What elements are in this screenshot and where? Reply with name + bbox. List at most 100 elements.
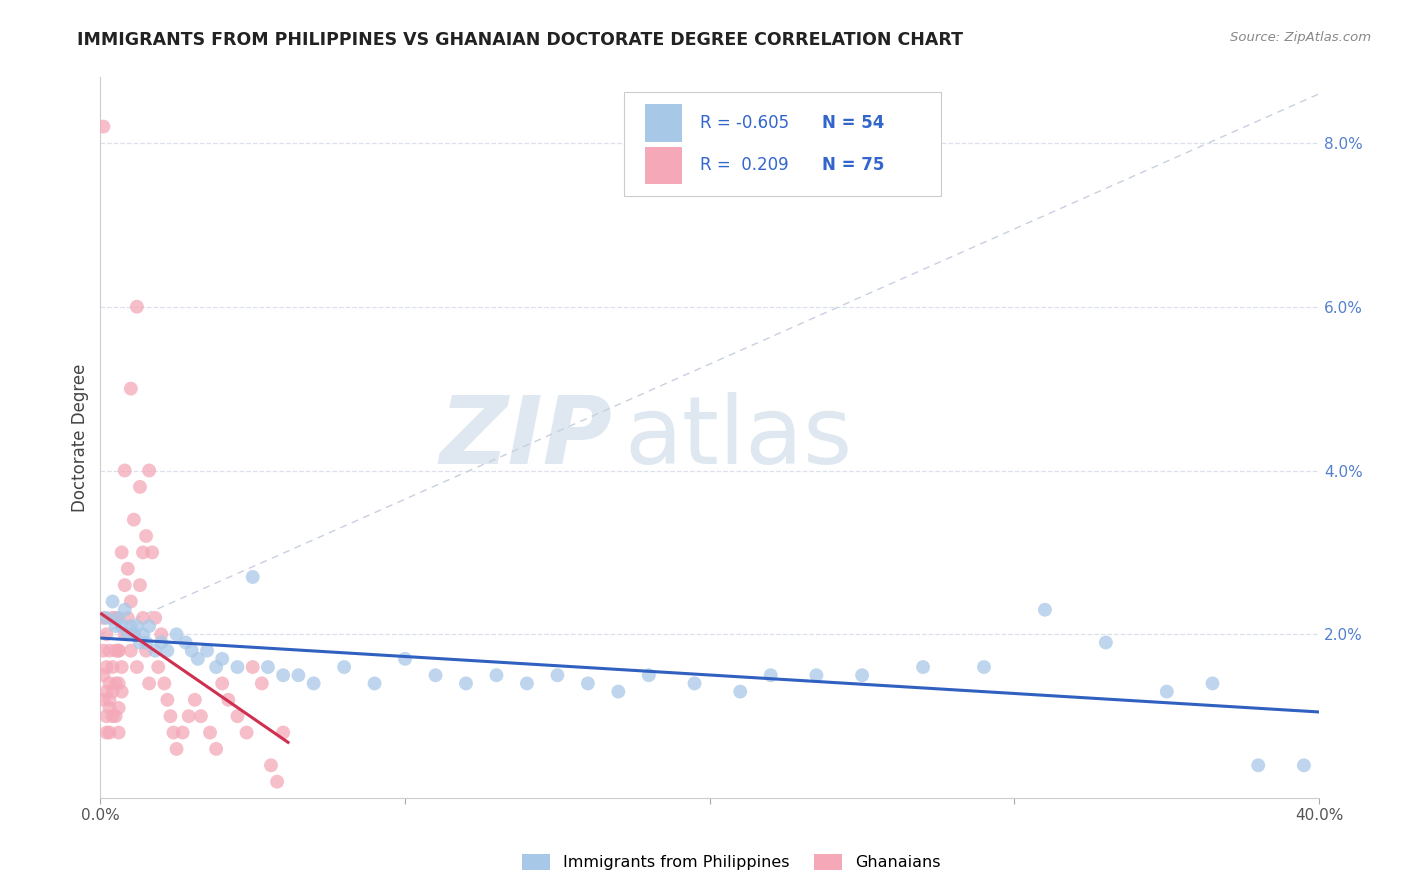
Point (143, 643, 166, 657)
Point (973, 660, 995, 674)
Point (120, 619, 142, 633)
Point (287, 668, 309, 682)
Point (851, 668, 873, 682)
Text: Source: ZipAtlas.com: Source: ZipAtlas.com (1230, 31, 1371, 45)
Point (174, 635, 197, 649)
Point (1156, 684, 1178, 698)
Point (205, 742, 228, 756)
Point (96, 611, 118, 625)
Point (96, 684, 118, 698)
FancyBboxPatch shape (624, 92, 942, 196)
Point (150, 627, 173, 641)
Point (101, 709, 124, 723)
Point (260, 758, 283, 772)
Point (104, 643, 127, 657)
Point (806, 668, 828, 682)
Point (156, 693, 179, 707)
Point (159, 709, 181, 723)
Point (122, 513, 145, 527)
Point (93, 643, 115, 657)
Point (96, 627, 118, 641)
Point (96, 709, 118, 723)
Point (129, 635, 152, 649)
Point (107, 643, 129, 657)
Point (156, 643, 179, 657)
Point (607, 684, 630, 698)
Point (1095, 635, 1118, 649)
Point (198, 725, 221, 739)
Point (122, 627, 145, 641)
Point (98, 701, 121, 715)
Point (217, 693, 239, 707)
Point (114, 463, 136, 477)
Point (143, 611, 166, 625)
Point (266, 774, 288, 789)
Text: ZIP: ZIP (439, 392, 612, 483)
Point (122, 627, 145, 641)
Point (98, 676, 121, 690)
Point (211, 676, 233, 690)
Point (125, 619, 148, 633)
Point (394, 652, 416, 666)
Point (129, 480, 152, 494)
Point (104, 619, 127, 633)
Point (96, 660, 118, 674)
Point (135, 643, 157, 657)
Point (107, 643, 129, 657)
Point (226, 709, 249, 723)
Point (125, 660, 148, 674)
Point (138, 619, 160, 633)
Point (107, 676, 129, 690)
Point (114, 627, 136, 641)
Point (211, 652, 233, 666)
Point (132, 627, 155, 641)
Point (104, 611, 127, 625)
Point (683, 676, 706, 690)
Point (111, 684, 134, 698)
Point (114, 578, 136, 592)
Point (125, 300, 148, 314)
Point (117, 562, 139, 576)
Point (911, 660, 934, 674)
Point (148, 660, 170, 674)
Point (135, 529, 157, 543)
Point (141, 545, 163, 559)
Point (138, 463, 160, 477)
Point (250, 676, 273, 690)
Point (166, 742, 188, 756)
Point (454, 676, 477, 690)
Point (120, 643, 142, 657)
Point (120, 594, 142, 608)
Point (98, 643, 121, 657)
Y-axis label: Doctorate Degree: Doctorate Degree (72, 364, 89, 512)
Point (98, 693, 121, 707)
Point (184, 693, 207, 707)
Point (425, 668, 447, 682)
Point (187, 652, 209, 666)
Point (516, 676, 538, 690)
Point (117, 611, 139, 625)
Point (101, 594, 124, 608)
Point (1292, 758, 1315, 772)
Text: R =  0.209: R = 0.209 (700, 156, 789, 174)
Point (242, 570, 264, 584)
Point (363, 676, 385, 690)
Point (728, 684, 751, 698)
Point (111, 660, 134, 674)
Text: atlas: atlas (624, 392, 852, 483)
Point (129, 578, 152, 592)
FancyBboxPatch shape (645, 146, 682, 184)
Point (96, 725, 118, 739)
Point (132, 545, 155, 559)
Point (271, 668, 294, 682)
Point (117, 627, 139, 641)
Point (132, 611, 155, 625)
Point (104, 676, 127, 690)
Point (138, 676, 160, 690)
Point (153, 676, 176, 690)
Point (190, 709, 212, 723)
Legend: Immigrants from Philippines, Ghanaians: Immigrants from Philippines, Ghanaians (515, 848, 948, 877)
Point (93, 693, 115, 707)
Point (180, 643, 202, 657)
Point (1033, 603, 1056, 617)
